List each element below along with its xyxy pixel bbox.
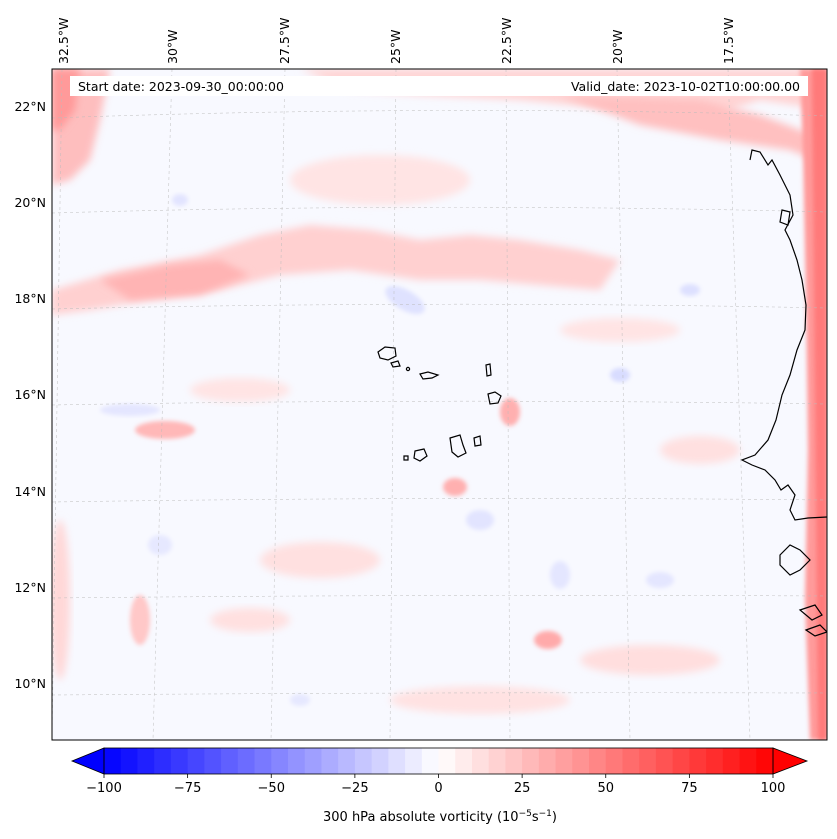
colorbar-cell: [338, 748, 356, 774]
colorbar-cell: [170, 748, 189, 774]
colorbar-cell: [672, 748, 690, 774]
colorbar-cell: [722, 748, 741, 774]
colorbar-cell: [221, 748, 239, 774]
colorbar-min-extend-arrow: [70, 747, 105, 775]
colorbar-cell: [639, 748, 657, 774]
colorbar-tick-label: −50: [258, 781, 285, 796]
west-africa-coastline: [740, 149, 827, 521]
lat-label: 12°N: [14, 580, 46, 595]
colorbar-ticks: −100 −75 −50 −25 0 25 50 75 100: [86, 774, 785, 796]
colorbar-cell: [605, 748, 624, 774]
lat-label: 10°N: [14, 676, 46, 691]
colorbar-cell: [354, 748, 373, 774]
cape-verde-islands: [377, 346, 502, 462]
colorbar-cell: [438, 748, 456, 774]
colorbar-cell: [104, 748, 122, 774]
colorbar-cell: [488, 748, 507, 774]
colorbar-label: 300 hPa absolute vorticity (10−5s−1): [323, 809, 557, 825]
header-box: [70, 76, 808, 96]
colorbar-cell: [120, 748, 139, 774]
colorbar-cell: [271, 748, 289, 774]
colorbar-cell: [505, 748, 523, 774]
colorbar-cell: [204, 748, 222, 774]
lat-label: 18°N: [14, 291, 46, 306]
colorbar-cell: [254, 748, 272, 774]
colorbar: −100 −75 −50 −25 0 25 50 75 100 300 hPa absolute…: [70, 747, 809, 825]
colorbar-cell: [371, 748, 389, 774]
colorbar-cell: [471, 748, 490, 774]
colorbar-max-extend-arrow: [772, 747, 809, 775]
colorbar-tick-label: −100: [86, 781, 122, 796]
colorbar-tick-label: 100: [761, 781, 786, 796]
valid-date-label: Valid_date: 2023-10-02T10:00:00.00: [571, 79, 800, 94]
latitude-labels: 22°N 20°N 18°N 16°N 14°N 12°N 10°N: [14, 99, 46, 691]
colorbar-cells: [104, 748, 774, 774]
coastlines: [740, 149, 827, 637]
lat-label: 22°N: [14, 99, 46, 114]
map-panel: Start date: 2023-09-30_00:00:00 Valid_da…: [51, 68, 828, 741]
colorbar-tick-label: −25: [341, 781, 368, 796]
lon-label: 17.5°W: [721, 18, 736, 64]
colorbar-cell: [655, 748, 674, 774]
colorbar-cell: [706, 748, 724, 774]
colorbar-cell: [287, 748, 306, 774]
colorbar-cell: [321, 748, 339, 774]
colorbar-cell: [689, 748, 707, 774]
colorbar-cell: [237, 748, 256, 774]
colorbar-cell: [421, 748, 440, 774]
colorbar-cell: [405, 748, 423, 774]
lon-label: 25°W: [388, 29, 403, 64]
colorbar-cell: [555, 748, 573, 774]
colorbar-tick-label: 75: [681, 781, 698, 796]
colorbar-cell: [304, 748, 323, 774]
colorbar-cell: [137, 748, 155, 774]
graticule: [52, 69, 827, 740]
colorbar-tick-label: −75: [174, 781, 201, 796]
start-date-label: Start date: 2023-09-30_00:00:00: [78, 79, 284, 94]
colorbar-cell: [572, 748, 590, 774]
colorbar-cell: [589, 748, 607, 774]
lat-label: 14°N: [14, 484, 46, 499]
colorbar-cell: [538, 748, 557, 774]
lon-label: 27.5°W: [277, 18, 292, 64]
colorbar-cell: [154, 748, 172, 774]
colorbar-tick-label: 25: [514, 781, 531, 796]
colorbar-cell: [522, 748, 540, 774]
colorbar-tick-label: 0: [434, 781, 442, 796]
lat-label: 16°N: [14, 387, 46, 402]
colorbar-tick-label: 50: [597, 781, 614, 796]
longitude-labels: 32.5°W 30°W 27.5°W 25°W 22.5°W 20°W 17.5…: [56, 18, 736, 64]
lon-label: 30°W: [165, 29, 180, 64]
map-frame: [51, 68, 828, 741]
colorbar-cell: [756, 748, 774, 774]
lon-label: 32.5°W: [56, 18, 71, 64]
lon-label: 22.5°W: [499, 18, 514, 64]
colorbar-cell: [388, 748, 406, 774]
colorbar-cell: [187, 748, 205, 774]
colorbar-cell: [622, 748, 640, 774]
colorbar-cell: [739, 748, 757, 774]
colorbar-cell: [455, 748, 473, 774]
lat-label: 20°N: [14, 195, 46, 210]
lon-label: 20°W: [610, 29, 625, 64]
